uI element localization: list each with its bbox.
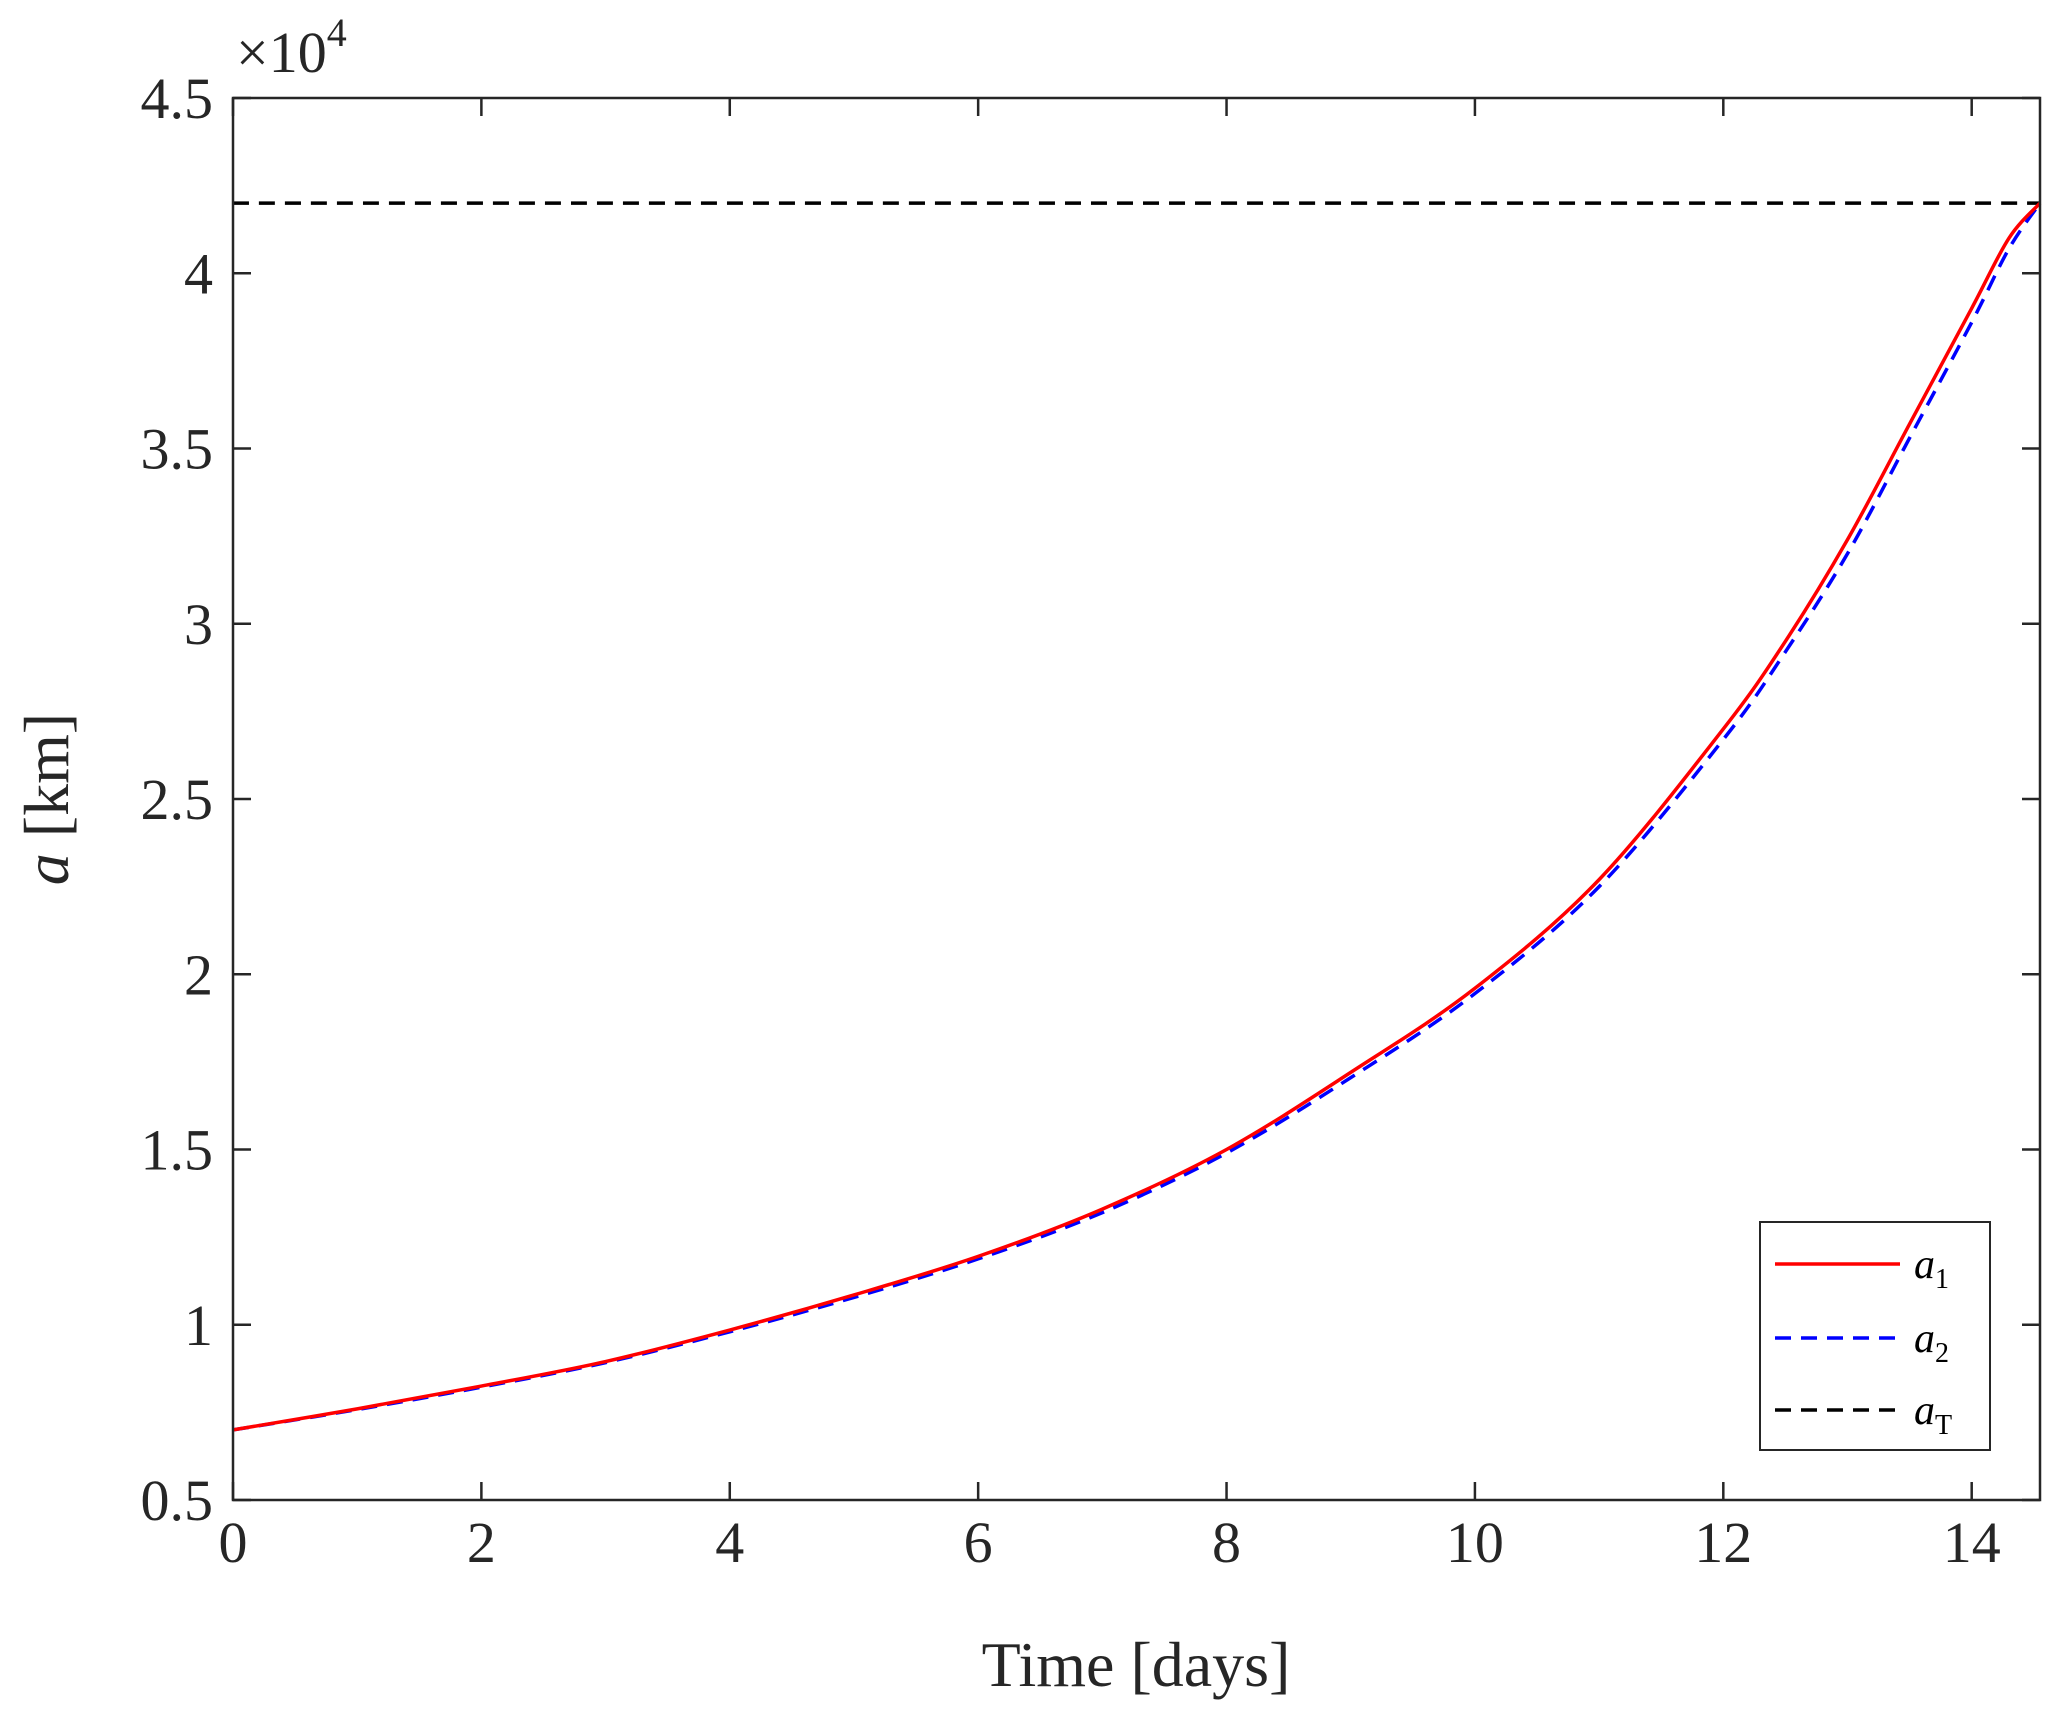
- y-tick-label: 4.5: [141, 66, 214, 131]
- x-tick-label: 6: [964, 1510, 993, 1575]
- y-tick-label: 1.5: [141, 1118, 214, 1183]
- plot-area: [233, 98, 2040, 1500]
- y-tick-label: 1: [184, 1293, 213, 1358]
- legend-label-aT: aT: [1914, 1388, 1952, 1441]
- x-tick-label: 12: [1694, 1510, 1752, 1575]
- y-tick-label: 4: [184, 241, 213, 306]
- series-line-a1: [232, 201, 2042, 1432]
- x-tick-label: 14: [1943, 1510, 2001, 1575]
- legend: a1 a2 aT: [1759, 1221, 1991, 1451]
- y-axis-label-var: a: [11, 853, 82, 885]
- x-tick-label: 8: [1212, 1510, 1241, 1575]
- x-tick-label: 2: [467, 1510, 496, 1575]
- x-axis-label: Time [days]: [982, 1629, 1291, 1700]
- x-tick-label: 10: [1446, 1510, 1504, 1575]
- y-tick-label: 3: [184, 592, 213, 657]
- ticks-layer: 0 2 4 6 8 10 12 14 0.5 1 1.5 2 2.5 3 3.5 4 4.5: [141, 66, 2040, 1575]
- series-layer: [232, 201, 2042, 1432]
- legend-label-a2: a2: [1914, 1316, 1949, 1369]
- legend-label-a1: a1: [1914, 1242, 1949, 1295]
- y-tick-label: 3.5: [141, 417, 214, 482]
- y-axis-label-unit: [km]: [11, 713, 82, 853]
- y-tick-label: 0.5: [141, 1468, 214, 1533]
- y-tick-label: 2.5: [141, 767, 214, 832]
- y-multiplier: ×104: [236, 10, 347, 85]
- x-tick-label: 0: [219, 1510, 248, 1575]
- y-axis-label: a [km]: [11, 713, 82, 885]
- y-multiplier-exponent: 4: [327, 10, 347, 55]
- x-tick-label: 4: [715, 1510, 744, 1575]
- y-tick-label: 2: [184, 942, 213, 1007]
- legend-box: [1759, 1221, 1991, 1451]
